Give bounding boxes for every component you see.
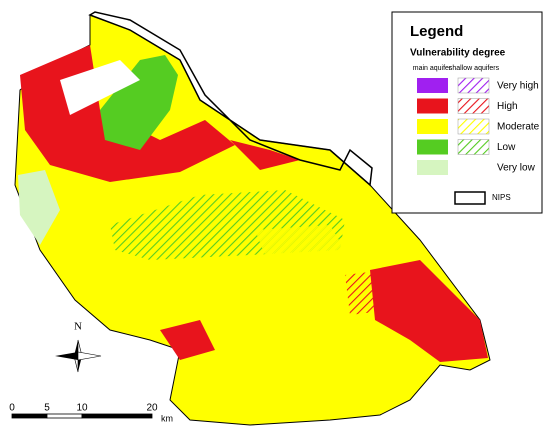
high-area-southeast (370, 260, 488, 362)
legend-items: Very high High Moderate Low Very low (417, 77, 540, 175)
scale-segment (46, 413, 83, 419)
shallow-high-area (345, 270, 390, 315)
legend-column-shallow: shallow aquifers (449, 65, 500, 72)
legend-subtitle: Vulnerability degree (410, 48, 506, 59)
legend-swatch-shallow (457, 118, 490, 135)
scale-tick-label: 20 (146, 403, 158, 414)
nips-boundary (88, 11, 373, 187)
low-area (100, 55, 178, 150)
legend-swatch-shallow (457, 98, 490, 114)
legend-swatch-main (417, 78, 448, 93)
scale-tick-label: 5 (44, 403, 50, 414)
legend-label: Low (497, 142, 516, 153)
legend-label: Very low (497, 163, 536, 174)
legend-title: Legend (410, 23, 463, 40)
scale-tick-label: 0 (9, 403, 15, 414)
legend-swatch-shallow (457, 139, 490, 155)
legend-label: High (497, 101, 518, 112)
legend-label: Very high (497, 81, 539, 92)
legend-swatch-main (417, 139, 448, 155)
excluded-area (60, 60, 140, 115)
legend-label: Moderate (497, 122, 540, 133)
high-area-coast (160, 320, 215, 360)
very-low-area (18, 170, 60, 245)
legend-swatch-main (417, 98, 448, 114)
legend-swatch-main (417, 160, 448, 175)
legend-swatch-main (417, 119, 448, 134)
high-area-center (230, 140, 300, 170)
scale-segment (11, 413, 48, 419)
north-label: N (74, 321, 82, 333)
north-arrow (55, 339, 102, 373)
nips-label: NIPS (492, 193, 511, 202)
legend-column-main: main aquifer (413, 65, 452, 72)
legend-swatch-shallow (457, 77, 490, 94)
scale-unit: km (161, 413, 173, 423)
shallow-moderate-area (255, 225, 345, 255)
scale-tick-label: 10 (76, 403, 88, 414)
scale-segment (81, 413, 153, 419)
nips-swatch (454, 191, 486, 205)
